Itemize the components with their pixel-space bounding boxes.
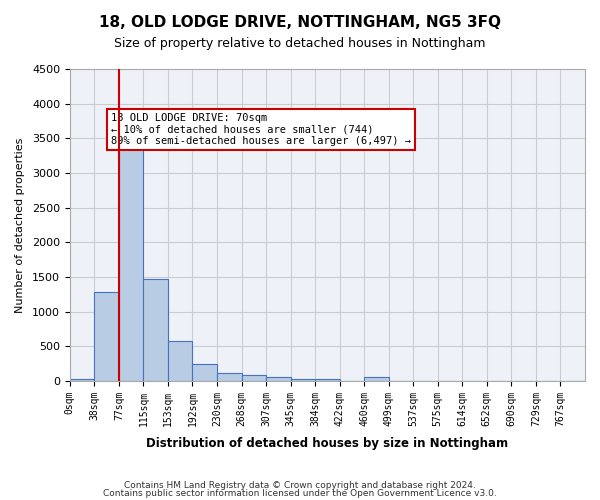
Bar [94,292,119,381]
Text: 18, OLD LODGE DRIVE, NOTTINGHAM, NG5 3FQ: 18, OLD LODGE DRIVE, NOTTINGHAM, NG5 3FQ [99,15,501,30]
Bar [193,364,217,381]
Bar [364,378,389,381]
Text: Contains HM Land Registry data © Crown copyright and database right 2024.: Contains HM Land Registry data © Crown c… [124,481,476,490]
Bar [119,138,143,381]
Bar [290,379,315,381]
Bar [217,373,242,381]
Bar [168,340,193,381]
Bar [70,379,94,381]
Text: Contains public sector information licensed under the Open Government Licence v3: Contains public sector information licen… [103,488,497,498]
Bar [266,378,290,381]
Bar [143,279,168,381]
Bar [315,379,340,381]
Y-axis label: Number of detached properties: Number of detached properties [15,138,25,312]
Text: 18 OLD LODGE DRIVE: 70sqm
← 10% of detached houses are smaller (744)
89% of semi: 18 OLD LODGE DRIVE: 70sqm ← 10% of detac… [111,112,411,146]
X-axis label: Distribution of detached houses by size in Nottingham: Distribution of detached houses by size … [146,437,508,450]
Bar [242,376,266,381]
Text: Size of property relative to detached houses in Nottingham: Size of property relative to detached ho… [114,38,486,51]
